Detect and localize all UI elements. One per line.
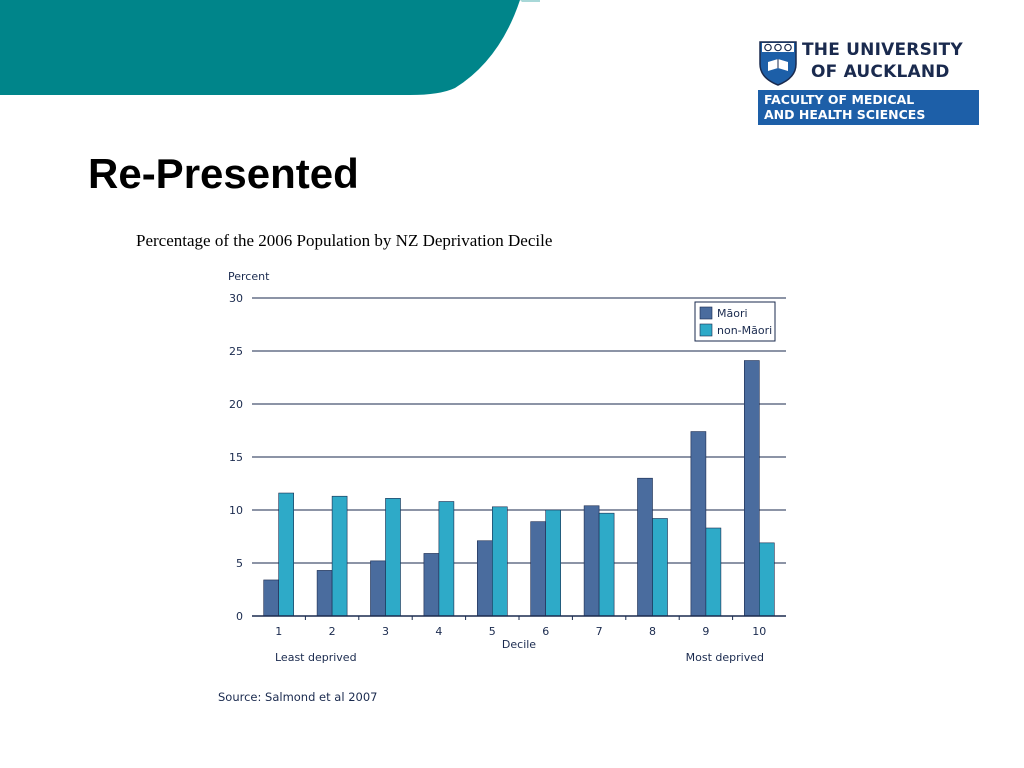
y-tick-label: 25: [229, 345, 243, 358]
bar-non-maori-decile-1: [278, 492, 295, 617]
y-tick-label: 20: [229, 398, 243, 411]
legend-swatch-maori: [699, 306, 713, 320]
x-tick-label: 6: [542, 625, 549, 638]
faculty-banner: FACULTY OF MEDICAL AND HEALTH SCIENCES: [758, 90, 979, 125]
bar-maori-decile-2: [316, 570, 333, 617]
bar-non-maori-decile-2: [331, 495, 348, 617]
x-axis-label: Decile: [502, 638, 536, 651]
x-tick-label: 1: [275, 625, 282, 638]
bar-maori-decile-8: [637, 477, 653, 617]
x-tick-label: 2: [329, 625, 336, 638]
y-tick-label: 5: [236, 557, 243, 570]
x-tick-label: 3: [382, 625, 389, 638]
legend-box: [694, 301, 776, 342]
chart-legend: Māori non-Māori: [694, 301, 776, 342]
y-tick-label: 15: [229, 451, 243, 464]
bar-maori-decile-10: [743, 360, 760, 617]
university-logo: THE UNIVERSITY OF AUCKLAND FACULTY OF ME…: [758, 40, 982, 128]
legend-label-non-maori: non-Māori: [717, 324, 772, 337]
slide-title: Re-Presented: [88, 150, 359, 197]
legend-swatch-non-maori: [699, 323, 713, 337]
chart-caption: Percentage of the 2006 Population by NZ …: [136, 231, 553, 250]
y-tick-label: 10: [229, 504, 243, 517]
y-axis-label: Percent: [228, 270, 270, 283]
y-tick-label: 0: [236, 610, 243, 623]
annotation-most-deprived: Most deprived: [686, 651, 764, 664]
bars: [263, 360, 775, 617]
bar-non-maori-decile-7: [598, 512, 615, 617]
logo-text-line1: THE UNIVERSITY: [802, 40, 963, 60]
faculty-line1: FACULTY OF MEDICAL: [764, 92, 915, 107]
gridlines: [252, 297, 786, 564]
x-tick-label: 7: [596, 625, 603, 638]
chart-source: Source: Salmond et al 2007: [218, 690, 377, 704]
x-tick-labels: 1 2 3 4 5 6 7 8 9 10: [275, 616, 766, 638]
header-swoosh: [0, 0, 540, 95]
x-tick-label: 9: [702, 625, 709, 638]
faculty-line2: AND HEALTH SCIENCES: [764, 106, 926, 122]
bar-maori-decile-7: [583, 505, 600, 617]
bar-maori-decile-3: [370, 560, 386, 617]
annotation-least-deprived: Least deprived: [275, 651, 357, 664]
bar-maori-decile-4: [423, 553, 440, 617]
bar-maori-decile-6: [530, 521, 547, 617]
x-tick-label: 10: [752, 625, 766, 638]
bar-maori-decile-5: [476, 540, 493, 617]
y-tick-label: 30: [229, 292, 243, 305]
crest-icon: [759, 41, 797, 86]
bar-non-maori-decile-9: [705, 527, 722, 617]
y-tick-labels: 0 5 10 15 20 25 30: [229, 292, 243, 623]
legend-label-maori: Māori: [717, 307, 748, 320]
bar-non-maori-decile-4: [438, 501, 455, 617]
logo-text-line2: OF AUCKLAND: [811, 62, 950, 82]
x-tick-label: 4: [435, 625, 442, 638]
bar-maori-decile-1: [263, 579, 280, 617]
bar-non-maori-decile-6: [545, 509, 562, 617]
bar-non-maori-decile-10: [758, 542, 775, 617]
x-tick-label: 5: [489, 625, 496, 638]
bar-non-maori-decile-8: [652, 518, 668, 617]
bar-non-maori-decile-3: [385, 498, 401, 617]
bar-non-maori-decile-5: [491, 506, 508, 617]
bar-maori-decile-9: [690, 431, 707, 617]
x-tick-label: 8: [649, 625, 656, 638]
